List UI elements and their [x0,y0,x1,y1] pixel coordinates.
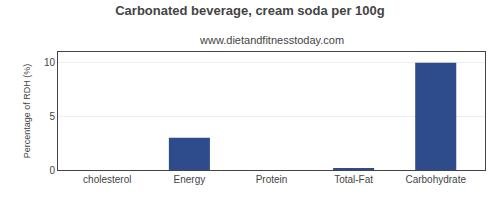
svg-text:Percentage of RDH (%): Percentage of RDH (%) [22,64,32,159]
svg-text:www.dietandfitnesstoday.com: www.dietandfitnesstoday.com [199,34,344,46]
svg-text:Carbonated beverage, cream sod: Carbonated beverage, cream soda per 100g [115,3,385,18]
svg-text:5: 5 [49,111,55,122]
svg-text:Total-Fat: Total-Fat [334,174,373,185]
svg-text:10: 10 [44,57,56,68]
svg-text:Carbohydrate: Carbohydrate [405,174,466,185]
svg-text:0: 0 [49,165,55,176]
svg-text:Energy: Energy [174,174,206,185]
svg-text:cholesterol: cholesterol [83,174,131,185]
svg-text:Protein: Protein [256,174,288,185]
